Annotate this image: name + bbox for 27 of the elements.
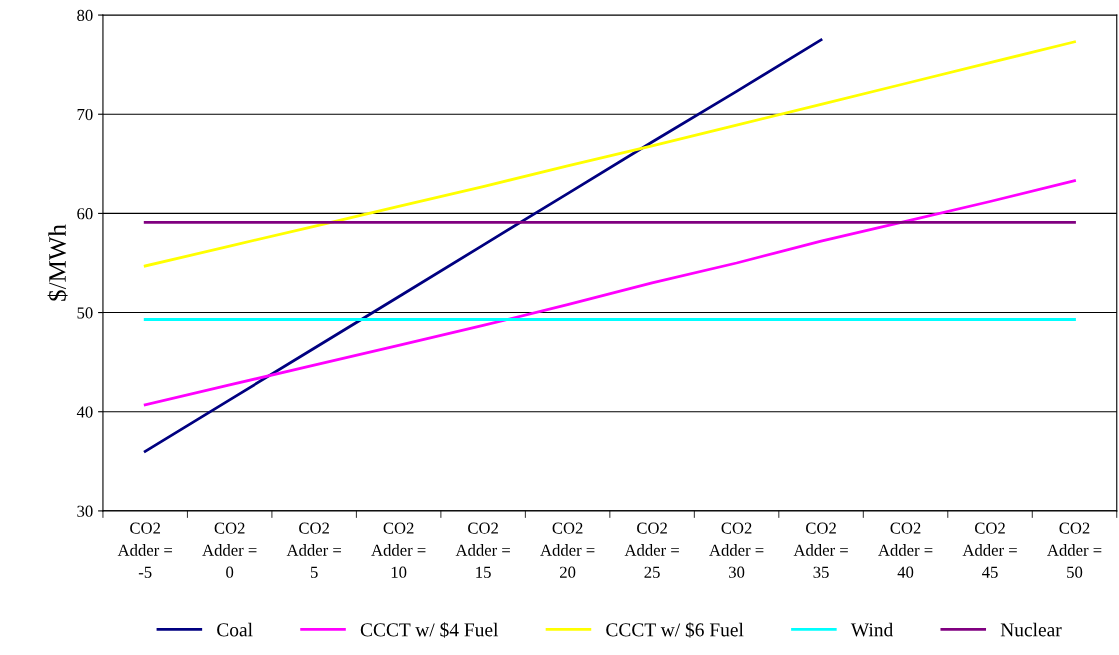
x-tick-label: CO2 Adder = 45 <box>962 522 1017 578</box>
y-tick-label: 50 <box>77 307 93 319</box>
x-tick-label: CO2 Adder = 50 <box>1047 522 1102 578</box>
y-tick-label: 70 <box>77 108 93 121</box>
x-tick-label: CO2 Adder = 5 <box>286 522 341 578</box>
x-tick-label: CO2 Adder = 20 <box>540 522 595 578</box>
x-tick-label: CO2 Adder = 15 <box>455 522 510 578</box>
x-tick-label: CO2 Adder = 30 <box>709 522 764 578</box>
line-series <box>143 40 1076 268</box>
x-tick-label: CO2 Adder = 10 <box>371 522 426 578</box>
x-tick-label: CO2 Adder = 25 <box>624 522 679 578</box>
y-axis-title: $/MWh <box>47 224 68 301</box>
x-tick-label: CO2 Adder = 40 <box>878 522 933 578</box>
x-tick-label: CO2 Adder = 35 <box>793 522 848 578</box>
y-tick-label: 60 <box>77 208 93 220</box>
legend-label: CCCT w/ $6 Fuel <box>606 622 744 638</box>
legend-label: CCCT w/ $4 Fuel <box>360 622 499 638</box>
x-tick-label: CO2 Adder = -5 <box>117 522 172 578</box>
x-tick-label: CO2 Adder = 0 <box>202 522 257 578</box>
legend-label: Nuclear <box>1000 622 1062 637</box>
legend-label: Coal <box>217 622 253 637</box>
y-tick-label: 30 <box>77 505 93 517</box>
line-series <box>143 38 823 453</box>
line-series <box>143 179 1076 407</box>
legend-label: Wind <box>850 622 894 637</box>
y-tick-label: 80 <box>77 9 93 22</box>
y-tick-label: 40 <box>76 406 93 418</box>
